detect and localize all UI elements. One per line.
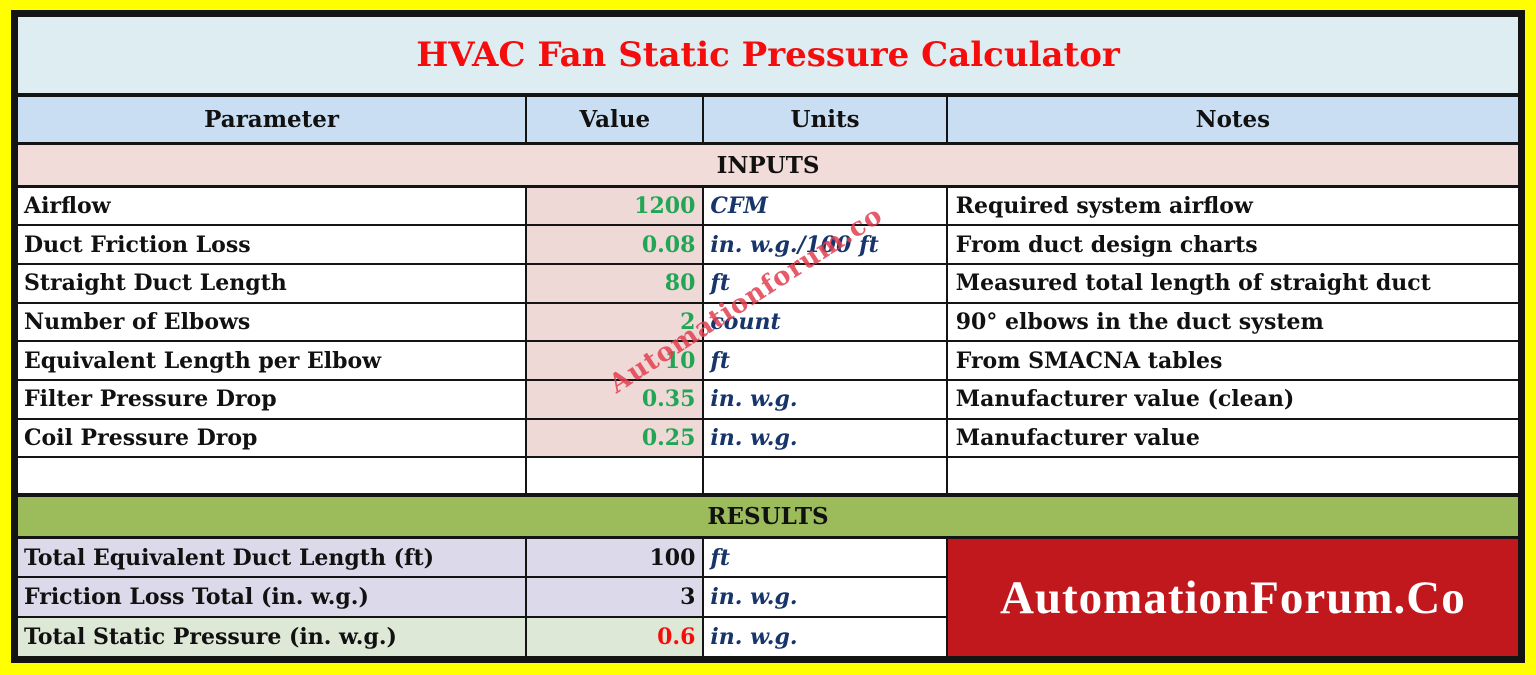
- sheet-frame: HVAC Fan Static Pressure Calculator Para…: [11, 10, 1525, 663]
- table-row-coil-pressure-drop: Coil Pressure Drop 0.25 in. w.g. Manufac…: [15, 417, 1521, 459]
- calculator-table: HVAC Fan Static Pressure Calculator Para…: [15, 14, 1521, 659]
- empty-cell[interactable]: [525, 456, 705, 497]
- units-cell: in. w.g.: [702, 616, 948, 658]
- column-header-units: Units: [702, 94, 948, 146]
- units-cell: ft: [702, 262, 948, 304]
- notes-cell: From duct design charts: [945, 224, 1521, 265]
- table-row-airflow: Airflow 1200 CFM Required system airflow: [15, 185, 1521, 227]
- empty-cell[interactable]: [15, 456, 528, 497]
- units-cell: count: [702, 301, 948, 343]
- column-header-parameter: Parameter: [15, 94, 528, 146]
- brand-logo-text: AutomationForum.Co: [999, 571, 1466, 624]
- value-cell: 100: [525, 536, 705, 579]
- parameter-cell: Equivalent Length per Elbow: [15, 340, 528, 381]
- brand-banner: AutomationForum.Co: [945, 536, 1521, 659]
- table-row-straight-duct-length: Straight Duct Length 80 ft Measured tota…: [15, 262, 1521, 304]
- table-row-friction-loss-total: Friction Loss Total (in. w.g.) 3 in. w.g…: [15, 576, 1519, 619]
- units-cell: in. w.g.: [702, 378, 948, 420]
- parameter-cell: Coil Pressure Drop: [15, 417, 528, 459]
- table-row-total-equivalent-duct-length: Total Equivalent Duct Length (ft) 100 ft…: [15, 536, 1521, 659]
- table-row-total-static-pressure: Total Static Pressure (in. w.g.) 0.6 in.…: [15, 616, 1519, 658]
- empty-cell[interactable]: [702, 456, 948, 497]
- parameter-cell: Friction Loss Total (in. w.g.): [15, 576, 528, 619]
- notes-cell: Manufacturer value: [945, 417, 1521, 459]
- units-cell: CFM: [702, 185, 948, 227]
- value-cell[interactable]: 10: [525, 340, 705, 381]
- units-cell: ft: [702, 536, 948, 579]
- value-cell[interactable]: 0.25: [525, 417, 705, 459]
- units-cell: ft: [702, 340, 948, 381]
- results-section-header: RESULTS: [16, 492, 1520, 540]
- table-row-number-of-elbows: Number of Elbows 2 count 90° elbows in t…: [15, 301, 1521, 343]
- inputs-section-header: INPUTS: [16, 142, 1520, 189]
- parameter-cell: Total Static Pressure (in. w.g.): [15, 616, 528, 658]
- notes-cell: Manufacturer value (clean): [945, 378, 1521, 420]
- parameter-cell: Filter Pressure Drop: [15, 378, 528, 420]
- parameter-cell: Straight Duct Length: [15, 262, 528, 304]
- notes-cell: From SMACNA tables: [945, 340, 1521, 381]
- notes-cell: Required system airflow: [945, 185, 1521, 227]
- column-header-notes: Notes: [945, 94, 1521, 146]
- parameter-cell: Duct Friction Loss: [15, 224, 528, 265]
- table-row-equivalent-length-per-elbow: Equivalent Length per Elbow 10 ft From S…: [15, 340, 1521, 381]
- units-cell: in. w.g.: [702, 576, 948, 619]
- value-cell: 3: [525, 576, 705, 619]
- notes-cell: Measured total length of straight duct: [945, 262, 1521, 304]
- table-row-filter-pressure-drop: Filter Pressure Drop 0.35 in. w.g. Manuf…: [15, 378, 1521, 420]
- value-cell[interactable]: 2: [525, 301, 705, 343]
- units-cell: in. w.g./100 ft: [702, 224, 948, 265]
- parameter-cell: Number of Elbows: [15, 301, 528, 343]
- units-cell: in. w.g.: [702, 417, 948, 459]
- value-cell[interactable]: 0.35: [525, 378, 705, 420]
- table-row-empty: [15, 456, 1521, 497]
- page-title: HVAC Fan Static Pressure Calculator: [16, 14, 1520, 98]
- value-cell[interactable]: 0.08: [525, 224, 705, 265]
- table-row-duct-friction-loss: Duct Friction Loss 0.08 in. w.g./100 ft …: [15, 224, 1521, 265]
- value-cell: 0.6: [525, 616, 705, 658]
- parameter-cell: Airflow: [15, 185, 528, 227]
- column-header-value: Value: [525, 94, 705, 146]
- value-cell[interactable]: 1200: [525, 185, 705, 227]
- value-cell[interactable]: 80: [525, 262, 705, 304]
- empty-cell[interactable]: [945, 456, 1521, 497]
- notes-cell: 90° elbows in the duct system: [945, 301, 1521, 343]
- parameter-cell: Total Equivalent Duct Length (ft): [15, 536, 528, 579]
